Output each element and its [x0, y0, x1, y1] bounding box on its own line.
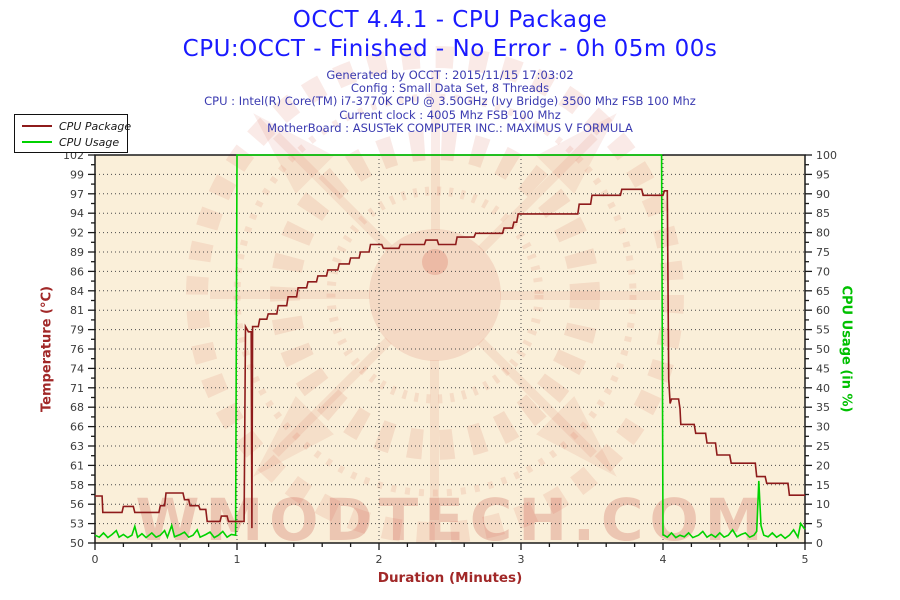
- info-generated: Generated by OCCT : 2015/11/15 17:03:02: [326, 68, 574, 82]
- legend-label-cpu-package: CPU Package: [59, 119, 132, 133]
- y-right-tick-label: 55: [816, 324, 830, 337]
- y-left-tick-label: 68: [70, 401, 84, 414]
- y-right-tick-label: 15: [816, 479, 830, 492]
- y-left-tick-label: 99: [70, 168, 84, 181]
- cpu-package-series-line: [95, 188, 805, 529]
- y-left-tick-label: 53: [70, 518, 84, 531]
- watermark-ray: [253, 396, 334, 477]
- y-right-tick-label: 65: [816, 285, 830, 298]
- y-right-tick-label: 100: [816, 149, 837, 162]
- y-right-tick-label: 80: [816, 227, 830, 240]
- watermark-spoke: [431, 70, 440, 230]
- info-motherboard: MotherBoard : ASUSTeK COMPUTER INC.: MAX…: [267, 120, 633, 135]
- y-right-tick-label: 25: [816, 440, 830, 453]
- y-left-tick-label: 76: [70, 343, 84, 356]
- watermark-text: WMODTECH.COM: [135, 486, 768, 554]
- y-left-tick-label: 66: [70, 421, 84, 434]
- watermark-ring-outer: [186, 46, 684, 544]
- page-subtitle: CPU:OCCT - Finished - No Error - 0h 05m …: [182, 36, 718, 62]
- x-tick-label: 5: [802, 553, 809, 566]
- x-tick-label: 4: [660, 553, 667, 566]
- y-left-tick-label: 97: [70, 188, 84, 201]
- cpu-usage-series-line: [94, 154, 806, 540]
- y-left-tick-label: 81: [70, 304, 84, 317]
- y-right-tick-label: 60: [816, 304, 830, 317]
- y-left-tick-label: 92: [70, 227, 84, 240]
- plot-background: [95, 155, 805, 543]
- y-left-tick-label: 50: [70, 537, 84, 550]
- y-left-tick-label: 79: [70, 324, 84, 337]
- y-right-tick-label: 70: [816, 265, 830, 278]
- y-left-tick-label: 84: [70, 285, 84, 298]
- y-right-tick-label: 50: [816, 343, 830, 356]
- y-left-tick-label: 61: [70, 459, 84, 472]
- watermark-spoke: [273, 132, 393, 252]
- legend-label-cpu-usage: CPU Usage: [59, 135, 120, 149]
- y-left-tick-label: 63: [70, 440, 84, 453]
- watermark-spoke: [272, 337, 392, 457]
- y-right-tick-label: 95: [816, 168, 830, 181]
- x-tick-label: 2: [376, 553, 383, 566]
- watermark: WMODTECH.COM: [135, 46, 768, 554]
- y-left-tick-label: 58: [70, 479, 84, 492]
- watermark-ray: [536, 396, 617, 477]
- x-tick-label: 0: [92, 553, 99, 566]
- cpu-package-line-swatch: [22, 125, 52, 127]
- y-right-tick-label: 30: [816, 421, 830, 434]
- page-title: OCCT 4.4.1 - CPU Package: [292, 7, 608, 33]
- watermark-ring: [233, 93, 637, 497]
- legend-item-cpu-usage: CPU Usage: [15, 134, 127, 150]
- x-tick-label: 1: [234, 553, 241, 566]
- y-left-tick-label: 74: [70, 362, 84, 375]
- watermark-ray: [253, 113, 334, 194]
- watermark-spoke: [430, 360, 439, 520]
- y-right-tick-label: 75: [816, 246, 830, 259]
- y-right-tick-label: 35: [816, 401, 830, 414]
- watermark-disc: [369, 229, 501, 361]
- info-cpu: CPU : Intel(R) Core(TM) i7-3770K CPU @ 3…: [204, 94, 696, 109]
- y-axis-title-temperature: Temperature (°C): [39, 286, 55, 412]
- y-right-tick-label: 20: [816, 459, 830, 472]
- y-right-tick-label: 0: [816, 537, 823, 550]
- y-right-tick-label: 40: [816, 382, 830, 395]
- legend-item-cpu-package: CPU Package: [15, 118, 131, 134]
- watermark-spoke: [500, 291, 660, 300]
- x-axis-title-duration: Duration (Minutes): [377, 570, 523, 586]
- y-right-tick-label: 10: [816, 498, 830, 511]
- watermark-spoke: [210, 290, 370, 299]
- watermark-ring-inner: [326, 186, 544, 404]
- watermark-spoke: [478, 133, 598, 253]
- axis-ticks: [88, 154, 812, 550]
- y-right-tick-label: 85: [816, 207, 830, 220]
- watermark-ball: [422, 249, 448, 275]
- y-right-tick-label: 45: [816, 362, 830, 375]
- info-config: Config : Small Data Set, 8 Threads: [350, 81, 550, 96]
- cpu-usage-line-swatch: [22, 141, 52, 143]
- report-info-block: Generated by OCCT : 2015/11/15 17:03:02 …: [0, 68, 900, 135]
- y-left-tick-label: 94: [70, 207, 84, 220]
- x-tick-label: 3: [518, 553, 525, 566]
- y-axis-title-cpu-usage: CPU Usage (in %): [838, 285, 854, 413]
- watermark-ring-teeth: [270, 130, 600, 460]
- y-left-tick-label: 86: [70, 265, 84, 278]
- y-left-tick-label: 89: [70, 246, 84, 259]
- info-clock: Current clock : 4005 Mhz FSB 100 Mhz: [339, 107, 561, 122]
- y-right-tick-label: 5: [816, 518, 823, 531]
- y-right-tick-label: 90: [816, 188, 830, 201]
- chart-legend: CPU Package CPU Usage: [14, 114, 131, 153]
- tick-labels: 1029997949289868481797674716866636158565…: [63, 149, 837, 566]
- watermark-ray: [536, 113, 617, 194]
- y-left-tick-label: 56: [70, 498, 84, 511]
- y-left-tick-label: 71: [70, 382, 84, 395]
